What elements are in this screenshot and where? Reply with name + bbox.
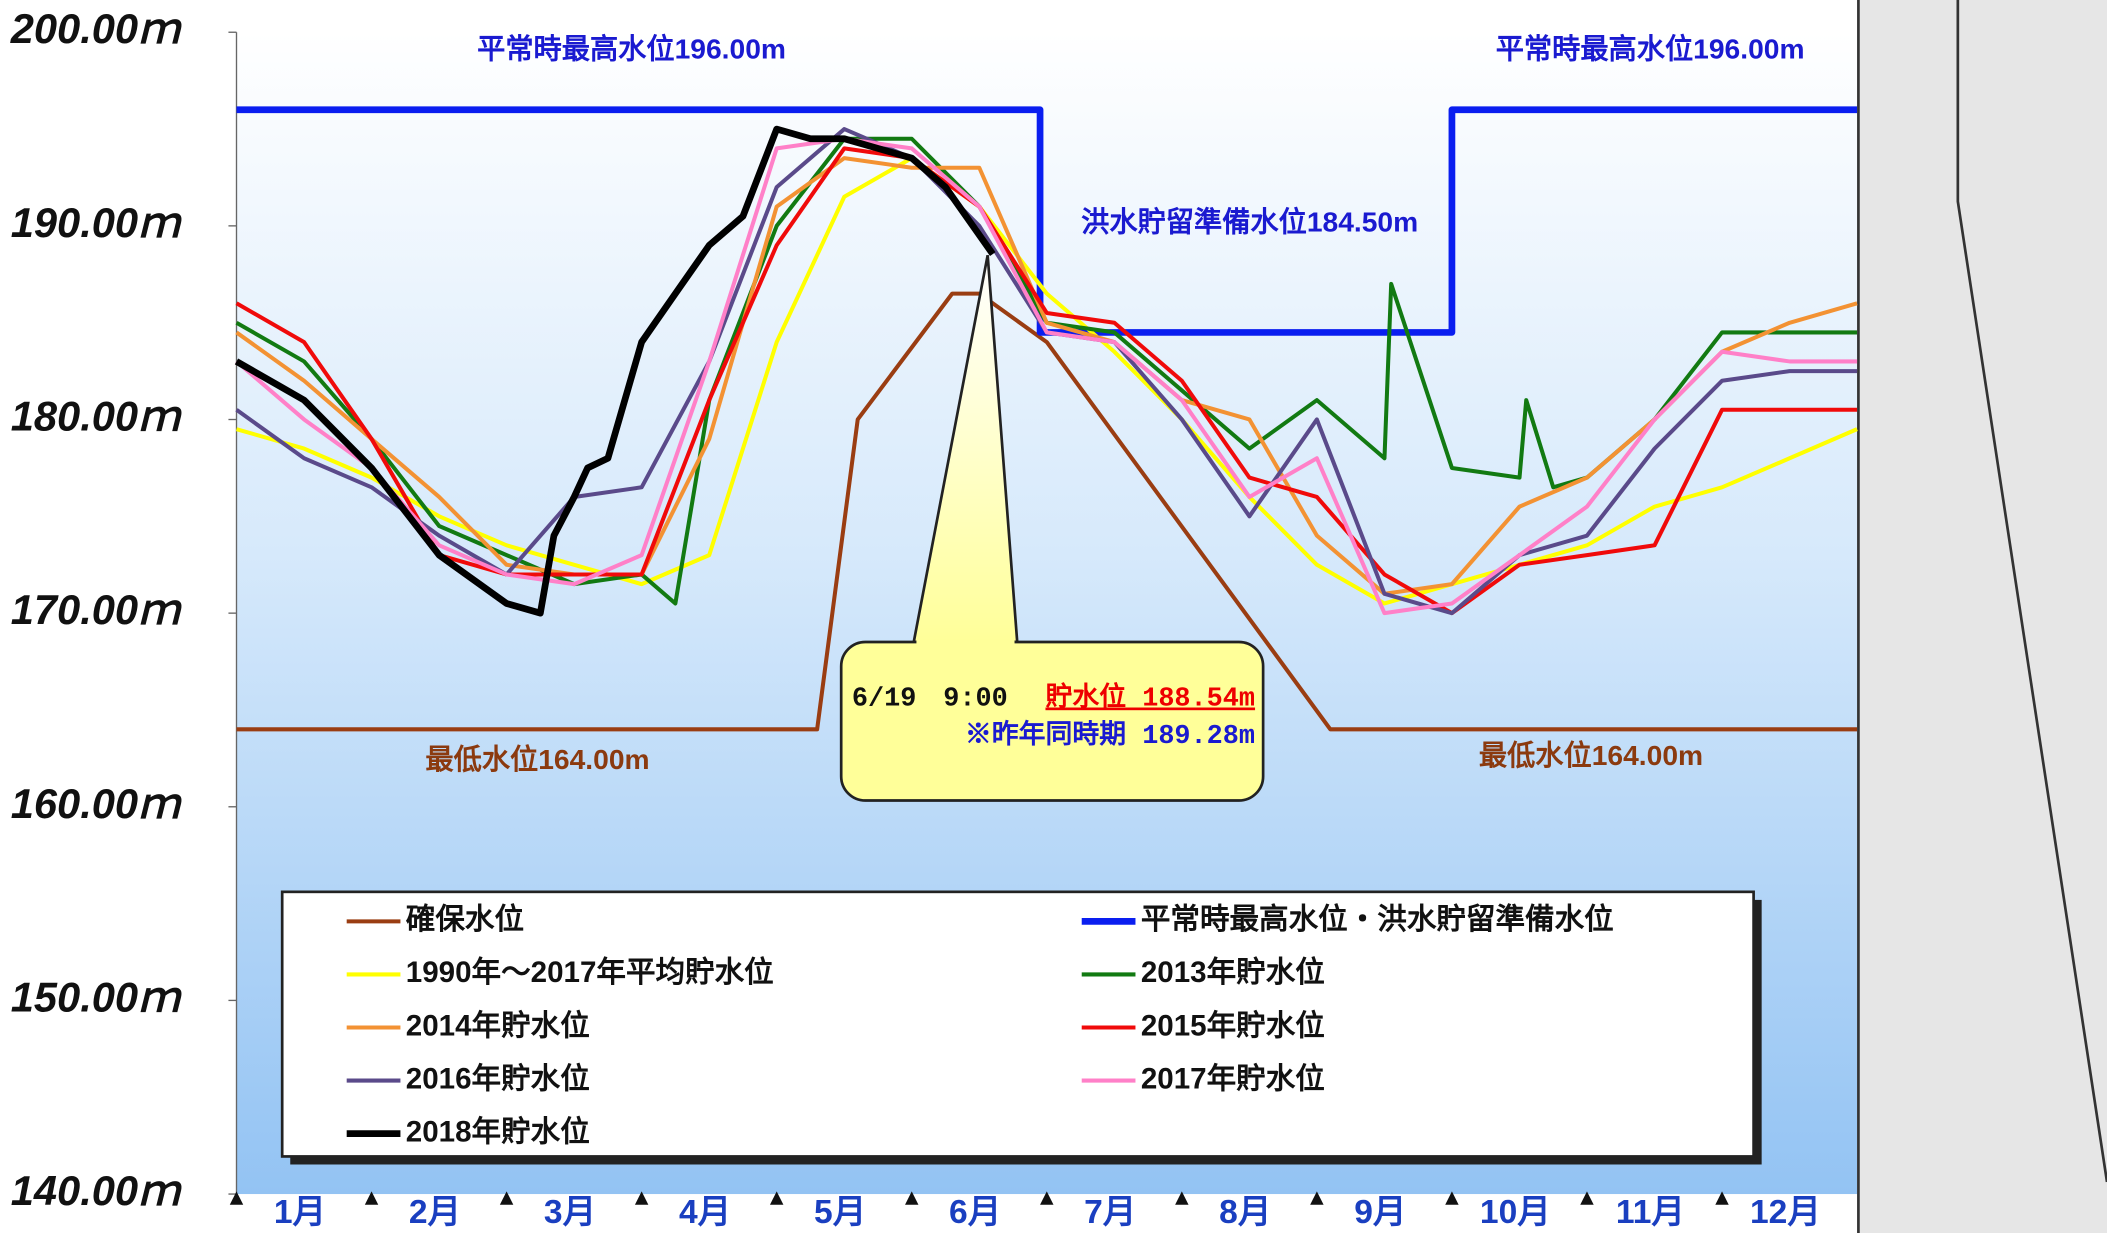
legend-label: 2014年貯水位: [406, 1008, 590, 1042]
month-marker: [905, 1191, 919, 1205]
month-marker: [634, 1191, 649, 1205]
series-line: [235, 136, 1858, 616]
annotation: 洪水貯留準備水位184.50m: [1081, 206, 1418, 238]
x-tick-label: 2月: [409, 1194, 461, 1231]
legend-label: 2018年貯水位: [406, 1114, 590, 1148]
legend-label: 確保水位: [406, 902, 524, 936]
y-tick-label: 170.00ｍ: [11, 586, 183, 633]
legend-label: 2013年貯水位: [1141, 955, 1325, 989]
legend-label: 1990年～2017年平均貯水位: [406, 955, 774, 989]
callout-last-year: ※昨年同時期 189.28m: [965, 718, 1255, 752]
annotation: 最低水位164.00m: [1479, 739, 1703, 771]
y-tick-label: 180.00ｍ: [11, 393, 183, 440]
y-tick-label: 200.00ｍ: [10, 5, 183, 52]
x-tick-label: 3月: [544, 1194, 596, 1231]
x-tick-label: 8月: [1219, 1194, 1271, 1231]
month-marker: [1580, 1191, 1594, 1205]
annotation: 最低水位164.00m: [425, 743, 649, 775]
month-marker: [499, 1191, 514, 1205]
series-line: [236, 291, 1858, 732]
callout-time: 6/19 9:00: [852, 685, 1008, 715]
month-marker: [769, 1191, 784, 1205]
legend-label: 2017年貯水位: [1141, 1061, 1325, 1095]
dam-wall: [1858, 0, 2107, 1233]
callout-join: [916, 639, 1015, 647]
x-tick-label: 9月: [1354, 1194, 1406, 1231]
y-tick-label: 140.00ｍ: [11, 1167, 183, 1214]
callout: 6/19 9:00 貯水位 188.54m ※昨年同時期 189.28m: [839, 254, 1265, 802]
month-marker: [1040, 1191, 1054, 1205]
legend-label: 平常時最高水位・洪水貯留準備水位: [1141, 902, 1614, 936]
dam-outline: [1956, 0, 2107, 1183]
series-line: [234, 125, 996, 617]
x-tick-label: 10月: [1480, 1194, 1551, 1231]
legend-label: 2015年貯水位: [1141, 1008, 1325, 1042]
y-tick-label: 160.00ｍ: [11, 780, 183, 827]
x-tick-label: 1月: [274, 1194, 326, 1231]
month-marker: [1445, 1191, 1459, 1205]
x-tick-label: 12月: [1750, 1194, 1821, 1231]
month-marker: [1310, 1191, 1324, 1205]
legend: [280, 890, 1755, 1158]
annotation: 平常時最高水位196.00m: [477, 32, 786, 64]
x-tick-label: 11月: [1616, 1194, 1685, 1231]
series-line: [236, 106, 1858, 336]
x-tick-label: 7月: [1084, 1194, 1136, 1231]
month-marker: [229, 1191, 244, 1205]
legend-label: 2016年貯水位: [406, 1061, 590, 1095]
callout-current: 貯水位 188.54m: [1045, 681, 1255, 715]
month-marker: [1175, 1191, 1189, 1205]
annotation: 平常時最高水位196.00m: [1496, 32, 1805, 64]
x-tick-label: 6月: [949, 1194, 1001, 1231]
month-marker: [364, 1191, 379, 1205]
month-marker: [1715, 1191, 1729, 1205]
series-line: [235, 156, 1858, 596]
x-tick-label: 4月: [679, 1194, 731, 1231]
x-tick-label: 5月: [814, 1194, 866, 1231]
y-tick-label: 150.00ｍ: [11, 973, 183, 1020]
series-line: [235, 156, 1858, 606]
callout-box: [839, 640, 1265, 802]
y-tick-label: 190.00ｍ: [11, 199, 183, 246]
